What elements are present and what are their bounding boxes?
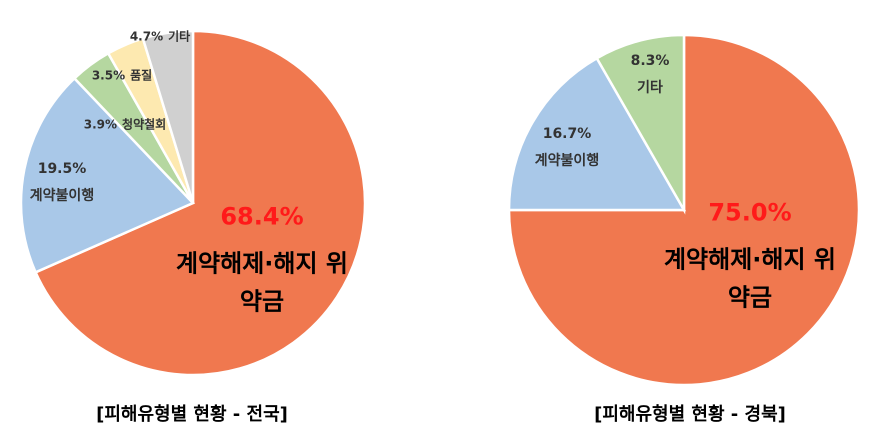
slice-label: 4.7% 기타 (130, 28, 190, 45)
value-label: 19.5% (37, 161, 87, 177)
category-label: 청약철회 (122, 117, 167, 132)
pie-slice (141, 29, 195, 204)
value-label: 8.3% (630, 53, 670, 69)
category-label: 계약해제·해지 위약금 (663, 245, 837, 312)
value-label: 75.0% (708, 198, 792, 227)
slice-label: 3.9% 청약철회 (84, 116, 166, 133)
value-label: 3.9% (83, 117, 118, 131)
category-label: 기타 (637, 80, 663, 96)
category-label: 계약불이행 (534, 153, 600, 169)
category-label: 계약해제·해지 위약금 (175, 249, 349, 316)
value-label: 4.7% (129, 29, 164, 43)
slice-label: 19.5% 계약불이행 (30, 161, 94, 205)
pie-slice (19, 76, 196, 274)
value-label: 68.4% (220, 202, 304, 231)
category-label: 품질 (130, 68, 153, 83)
slice-label: 8.3% 기타 (631, 53, 670, 97)
pie-slice (595, 33, 686, 215)
pie-slice (507, 56, 687, 212)
slice-label: 68.4% 계약해제·해지 위약금 (167, 203, 357, 322)
slice-label: 75.0% 계약해제·해지 위약금 (655, 199, 845, 318)
chart-caption: [피해유형별 현황 - 경북] (594, 404, 786, 425)
chart-caption: [피해유형별 현황 - 전국] (96, 404, 288, 425)
slice-label: 16.7% 계약불이행 (535, 126, 599, 170)
value-label: 3.5% (91, 68, 126, 82)
pie-slice (33, 29, 367, 377)
category-label: 계약불이행 (29, 188, 95, 204)
slice-label: 3.5% 품질 (92, 67, 152, 84)
value-label: 16.7% (542, 126, 592, 142)
category-label: 기타 (168, 29, 191, 44)
